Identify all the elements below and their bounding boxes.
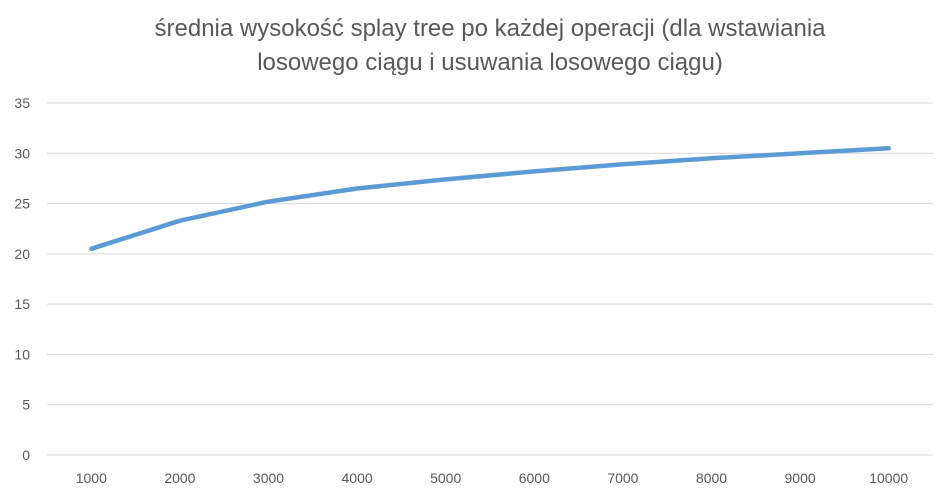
x-tick-label: 7000 [607, 470, 638, 486]
series-line-0 [89, 146, 891, 252]
y-tick-label: 20 [14, 246, 30, 262]
x-tick-label: 1000 [76, 470, 107, 486]
x-tick-label: 3000 [253, 470, 284, 486]
y-axis-ticks: 0 5 10 15 20 25 30 35 [14, 95, 30, 463]
gridlines [47, 102, 933, 456]
x-tick-label: 8000 [696, 470, 727, 486]
y-tick-label: 0 [22, 447, 30, 463]
y-tick-label: 5 [22, 397, 30, 413]
y-tick-label: 15 [14, 296, 30, 312]
chart-title: średnia wysokość splay tree po każdej op… [90, 12, 890, 80]
chart-title-line-1: średnia wysokość splay tree po każdej op… [154, 15, 826, 42]
x-tick-label: 2000 [164, 470, 195, 486]
x-tick-label: 6000 [519, 470, 550, 486]
series-layer [89, 146, 891, 252]
x-tick-label: 10000 [869, 470, 908, 486]
x-tick-label: 9000 [785, 470, 816, 486]
chart-title-line-2: losowego ciągu i usuwania losowego ciągu… [257, 49, 723, 76]
x-axis-ticks: 1000 2000 3000 4000 5000 6000 7000 8000 9000 1000… [76, 470, 909, 486]
x-tick-label: 4000 [342, 470, 373, 486]
y-tick-label: 10 [14, 346, 30, 362]
y-tick-label: 25 [14, 196, 30, 212]
y-tick-label: 35 [14, 95, 30, 111]
y-tick-label: 30 [14, 145, 30, 161]
x-tick-label: 5000 [430, 470, 461, 486]
